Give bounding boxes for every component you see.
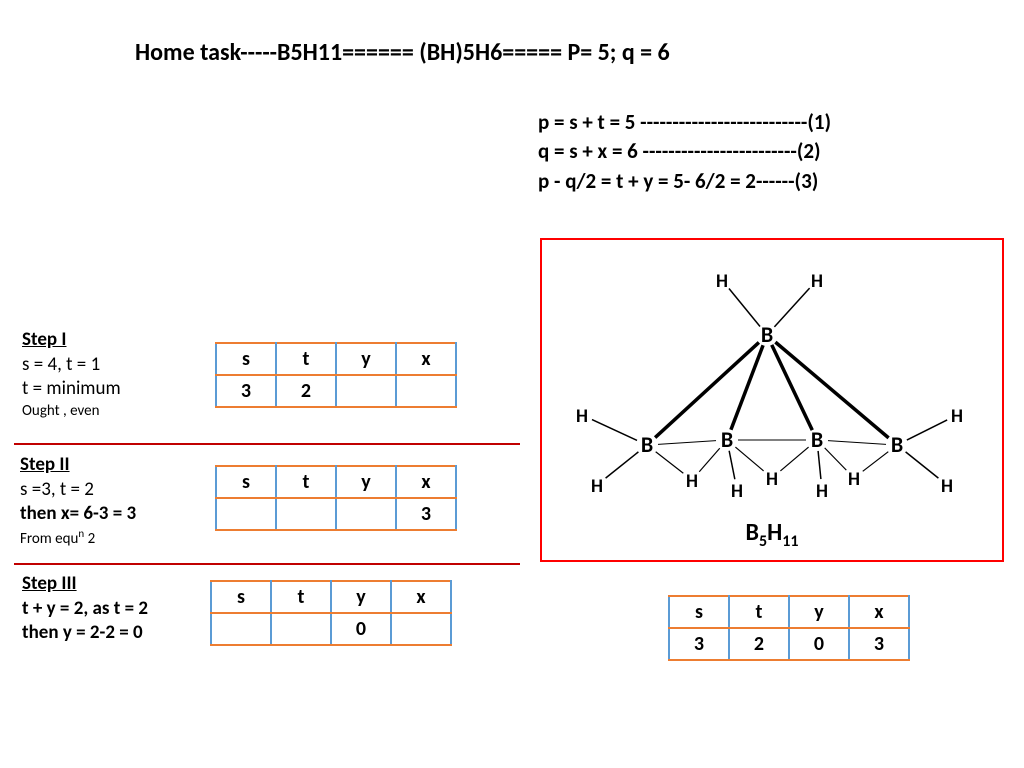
th-s: s [211,581,271,613]
th-x: x [849,596,909,628]
svg-text:H: H [576,405,588,428]
th-y: y [336,466,396,498]
page-title: Home task-----B5H11====== (BH)5H6===== P… [135,38,670,67]
td: 3 [669,628,729,660]
svg-text:H: H [731,480,743,503]
step3-line1: t + y = 2, as t = 2 [22,597,148,622]
step1-line2: t = minimum [22,377,121,402]
step1-title: Step I [22,328,121,353]
svg-text:B: B [721,426,733,453]
th-y: y [331,581,391,613]
th-y: y [789,596,849,628]
td: 0 [789,628,849,660]
td: 2 [729,628,789,660]
svg-text:H: H [716,270,728,293]
th-s: s [669,596,729,628]
svg-text:H: H [811,270,823,293]
td [271,613,331,645]
step3-text: Step III t + y = 2, as t = 2 then y = 2-… [22,572,148,646]
step1-line1: s = 4, t = 1 [22,353,121,378]
step2-title: Step II [20,453,136,478]
svg-text:B: B [641,431,653,458]
step1-text: Step I s = 4, t = 1 t = minimum Ought , … [22,328,121,422]
svg-text:H: H [941,475,953,498]
td: 0 [331,613,391,645]
th-t: t [276,343,336,375]
svg-text:B: B [761,321,773,348]
svg-text:B: B [891,431,903,458]
td [336,375,396,407]
step2-line2: then x= 6-3 = 3 [20,502,136,527]
equation-2: q = s + x = 6 ------------------------(2… [538,137,831,166]
step2-table: styx 3 [215,465,457,531]
th-s: s [216,343,276,375]
th-x: x [396,466,456,498]
step3-line2: then y = 2-2 = 0 [22,621,148,646]
td [216,498,276,530]
th-t: t [276,466,336,498]
svg-text:B: B [811,426,823,453]
svg-text:B5H11: B5H11 [746,518,799,551]
svg-text:H: H [766,468,778,491]
step2-text: Step II s =3, t = 2 then x= 6-3 = 3 From… [20,453,136,550]
final-table: styx 3203 [668,595,910,661]
molecule-diagram: BBBBBHHHHHHHHHHHB5H11 [542,240,1002,560]
td [396,375,456,407]
td [211,613,271,645]
divider-1 [14,443,520,445]
td: 3 [396,498,456,530]
svg-text:H: H [686,470,698,493]
th-x: x [391,581,451,613]
step3-table: styx 0 [210,580,452,646]
equation-1: p = s + t = 5 --------------------------… [538,108,831,137]
step1-table: styx 32 [215,342,457,408]
td [391,613,451,645]
step3-title: Step III [22,572,148,597]
th-t: t [271,581,331,613]
step2-line1: s =3, t = 2 [20,478,136,503]
th-x: x [396,343,456,375]
divider-2 [14,563,520,565]
equation-3: p - q/2 = t + y = 5- 6/2 = 2------(3) [538,167,831,196]
equations-block: p = s + t = 5 --------------------------… [538,108,831,196]
step2-line3: From equn 2 [20,527,136,550]
svg-text:H: H [951,405,963,428]
th-t: t [729,596,789,628]
molecule-box: BBBBBHHHHHHHHHHHB5H11 [540,238,1004,562]
svg-text:H: H [591,475,603,498]
th-y: y [336,343,396,375]
svg-text:H: H [816,480,828,503]
td [336,498,396,530]
th-s: s [216,466,276,498]
td [276,498,336,530]
td: 3 [216,375,276,407]
svg-text:H: H [848,468,860,491]
td: 3 [849,628,909,660]
td: 2 [276,375,336,407]
step1-line3: Ought , even [22,402,121,422]
